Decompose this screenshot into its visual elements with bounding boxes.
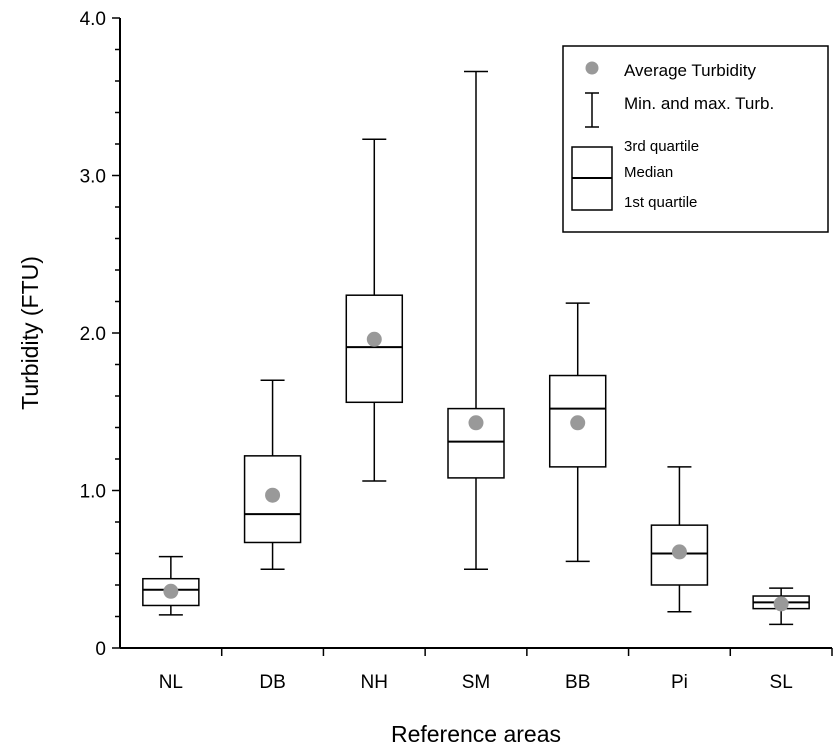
box-pi [650, 466, 709, 613]
x-axis-title: Reference areas [391, 721, 561, 747]
legend: Average Turbidity Min. and max. Turb. 3r… [562, 45, 829, 233]
legend-mean-marker [585, 61, 599, 75]
y-tick-label: 3.0 [80, 167, 106, 188]
box-sl [752, 587, 810, 626]
iqr-box [345, 294, 404, 404]
x-tick-label: NH [361, 672, 388, 693]
y-tick-label: 1.0 [80, 482, 106, 503]
y-tick-label: 4.0 [80, 9, 106, 30]
mean-marker [773, 596, 789, 612]
y-tick-label: 2.0 [80, 324, 106, 345]
mean-marker [265, 487, 281, 503]
mean-marker [366, 331, 382, 347]
box-nh [345, 138, 404, 482]
x-ticks [220, 648, 833, 656]
box-sm [447, 70, 505, 570]
box-bb [548, 302, 607, 563]
x-tick-label: Pi [671, 672, 688, 693]
x-tick-label: DB [259, 672, 285, 693]
x-tick-label: NL [159, 672, 183, 693]
legend-q1-label: 1st quartile [624, 194, 697, 211]
box-series [142, 70, 810, 626]
legend-mean-label: Average Turbidity [624, 61, 756, 80]
y-tick-label: 0 [95, 639, 106, 660]
legend-q3-label: 3rd quartile [624, 138, 699, 155]
y-tick-labels: 0 1.0 2.0 3.0 4.0 [80, 9, 106, 660]
mean-marker [570, 415, 586, 431]
y-axis-title: Turbidity (FTU) [17, 256, 43, 410]
legend-median-label: Median [624, 164, 673, 181]
x-tick-label: BB [565, 672, 590, 693]
legend-range-label: Min. and max. Turb. [624, 94, 774, 113]
y-ticks [112, 17, 120, 649]
mean-marker [671, 544, 687, 560]
x-tick-label: SL [770, 672, 793, 693]
mean-marker [468, 415, 484, 431]
x-tick-label: SM [462, 672, 491, 693]
x-tick-labels: NL DB NH SM BB Pi SL [159, 672, 793, 693]
box-nl [142, 555, 200, 616]
mean-marker [163, 583, 179, 599]
box-db [243, 379, 302, 570]
